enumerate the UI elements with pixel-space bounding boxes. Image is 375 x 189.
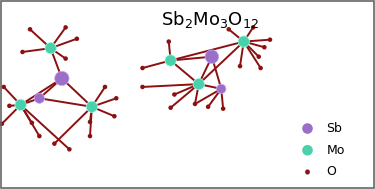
Circle shape xyxy=(305,170,310,174)
Circle shape xyxy=(45,43,56,54)
Circle shape xyxy=(55,71,69,86)
Circle shape xyxy=(302,123,313,134)
Circle shape xyxy=(112,114,117,119)
Text: Sb$_2$Mo$_3$O$_{12}$: Sb$_2$Mo$_3$O$_{12}$ xyxy=(161,9,259,30)
Circle shape xyxy=(88,134,92,138)
Circle shape xyxy=(140,85,145,89)
Circle shape xyxy=(302,145,313,156)
Circle shape xyxy=(52,141,57,146)
Circle shape xyxy=(168,105,173,110)
Circle shape xyxy=(221,106,225,111)
Circle shape xyxy=(15,99,26,111)
Text: Mo: Mo xyxy=(326,144,345,157)
Circle shape xyxy=(165,55,176,66)
Circle shape xyxy=(172,92,177,97)
Circle shape xyxy=(88,120,92,124)
Circle shape xyxy=(193,78,204,90)
Circle shape xyxy=(30,121,34,125)
Circle shape xyxy=(238,36,249,47)
Circle shape xyxy=(34,93,45,103)
Circle shape xyxy=(37,134,42,138)
Circle shape xyxy=(258,66,263,70)
Circle shape xyxy=(75,36,79,41)
Text: O: O xyxy=(326,166,336,178)
Circle shape xyxy=(238,64,242,68)
Circle shape xyxy=(216,84,226,94)
Circle shape xyxy=(140,66,145,70)
Circle shape xyxy=(206,105,210,109)
Text: Sb: Sb xyxy=(326,122,342,135)
Circle shape xyxy=(67,147,72,152)
Circle shape xyxy=(262,45,267,50)
Circle shape xyxy=(63,25,68,30)
Circle shape xyxy=(251,25,255,30)
Circle shape xyxy=(20,50,25,54)
Circle shape xyxy=(63,56,68,61)
Circle shape xyxy=(0,122,4,126)
Circle shape xyxy=(28,27,32,32)
Circle shape xyxy=(193,102,197,106)
Circle shape xyxy=(226,27,231,32)
Circle shape xyxy=(256,54,261,59)
Circle shape xyxy=(2,85,6,89)
Circle shape xyxy=(7,104,12,108)
Circle shape xyxy=(86,101,98,112)
Circle shape xyxy=(166,39,171,44)
Circle shape xyxy=(114,96,118,101)
Circle shape xyxy=(268,37,272,42)
Circle shape xyxy=(103,85,107,89)
Circle shape xyxy=(205,50,219,64)
